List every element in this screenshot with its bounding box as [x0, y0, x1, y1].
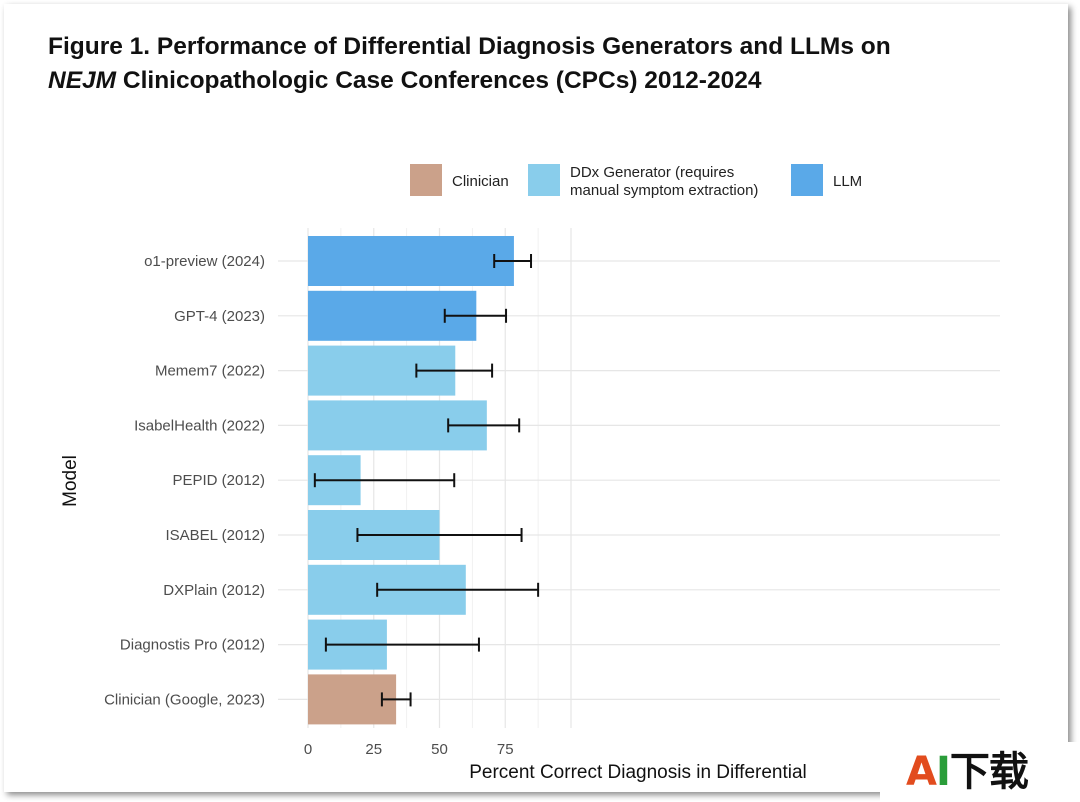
x-axis-title: Percent Correct Diagnosis in Differentia… [469, 762, 807, 783]
legend-label: LLM [833, 173, 862, 190]
figure-panel [4, 4, 1068, 792]
bar [308, 236, 514, 286]
y-tick-label: PEPID (2012) [172, 472, 265, 489]
y-tick-label: GPT-4 (2023) [174, 308, 265, 325]
figure-title: Figure 1. Performance of Differential Di… [48, 30, 1008, 98]
y-tick-label: Memem7 (2022) [155, 363, 265, 380]
x-tick-label: 50 [431, 741, 448, 758]
watermark-text: AI下载 [906, 749, 1029, 795]
legend-swatch [410, 164, 442, 196]
y-tick-label: o1-preview (2024) [144, 253, 265, 270]
watermark-logo [880, 742, 1080, 802]
x-tick-label: 25 [365, 741, 382, 758]
figure-title-line1: Figure 1. Performance of Differential Di… [48, 33, 891, 60]
y-tick-label: ISABEL (2012) [166, 527, 266, 544]
legend-swatch [791, 164, 823, 196]
journal-name: NEJM [48, 67, 117, 94]
legend-swatch [528, 164, 560, 196]
y-tick-label: IsabelHealth (2022) [134, 417, 265, 434]
y-tick-label: Diagnostis Pro (2012) [120, 637, 265, 654]
y-tick-label: DXPlain (2012) [163, 582, 265, 599]
legend-label: DDx Generator (requires [570, 164, 734, 181]
x-tick-label: 0 [304, 741, 312, 758]
legend-label: manual symptom extraction) [570, 182, 758, 199]
legend-label: Clinician [452, 173, 509, 190]
x-tick-label: 75 [497, 741, 514, 758]
figure-title-line2: NEJM Clinicopathologic Case Conferences … [48, 64, 1008, 98]
y-axis-title: Model [60, 455, 81, 507]
figure-title-line2-rest: Clinicopathologic Case Conferences (CPCs… [116, 67, 762, 94]
y-tick-label: Clinician (Google, 2023) [104, 691, 265, 708]
